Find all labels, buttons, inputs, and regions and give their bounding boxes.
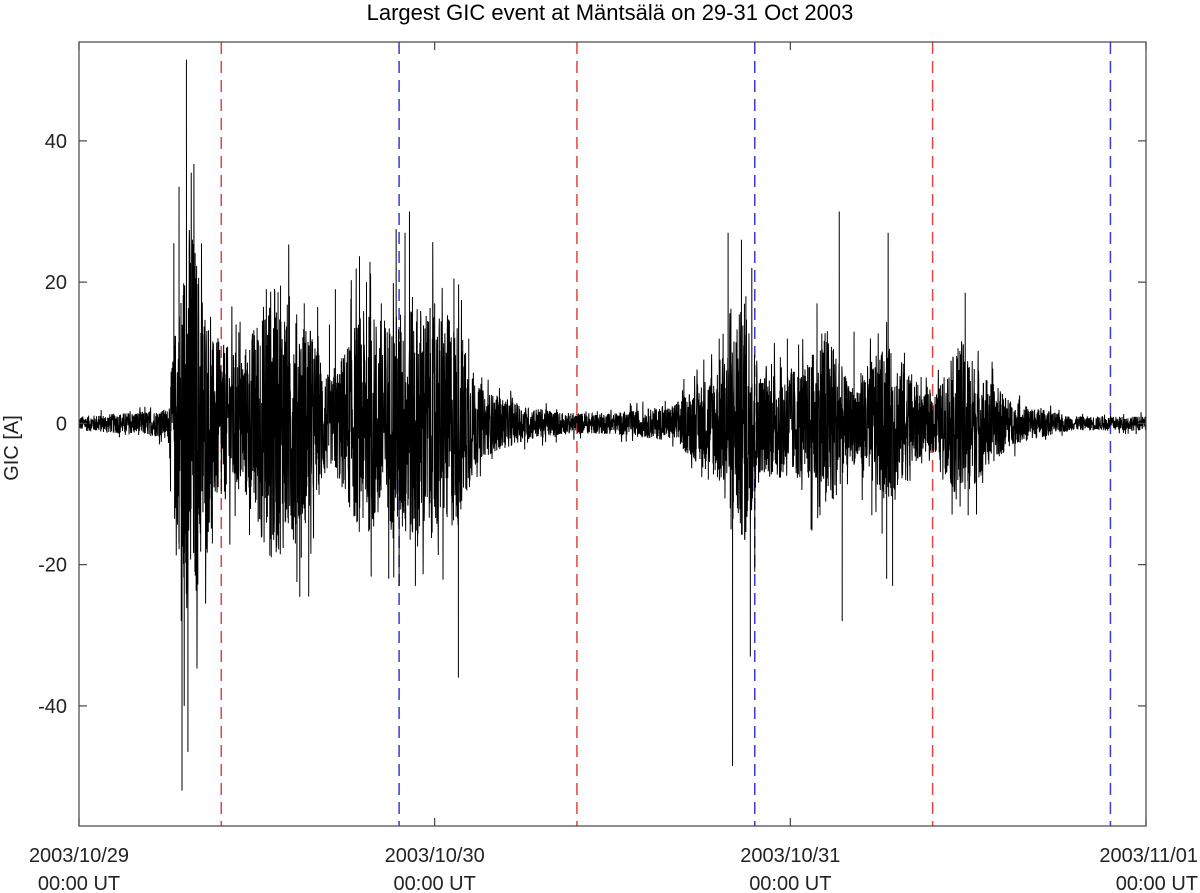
x-tick-date-label: 2003/10/31 [740,845,840,867]
y-tick-label: -40 [38,696,67,718]
y-axis-ticks: -40 -20 0 20 40 [38,131,1146,718]
data-series [78,59,1147,791]
x-tick-time-label: 00:00 UT [394,873,476,893]
y-tick-label: 0 [56,413,67,435]
y-axis-label: GIC [A] [1,415,23,481]
y-tick-label: 40 [45,131,67,153]
plot-frame [78,41,1147,827]
x-tick-date-label: 2003/10/29 [29,845,129,867]
x-tick-date-label: 2003/10/30 [385,845,485,867]
chart-title: Largest GIC event at Mäntsälä on 29-31 O… [367,0,854,25]
y-tick-label: 20 [45,272,67,294]
x-tick-time-label: 00:00 UT [38,873,120,893]
x-axis-ticks: 2003/10/29 00:00 UT 2003/10/30 00:00 UT 2003… [29,42,1198,893]
x-tick-date-label: 2003/11/01 [1099,845,1198,867]
x-tick-time-label: 00:00 UT [749,873,831,893]
gic-series-line [78,59,1147,791]
y-tick-label: -20 [38,555,67,577]
x-tick-time-label: 00:00 UT [1116,873,1198,893]
